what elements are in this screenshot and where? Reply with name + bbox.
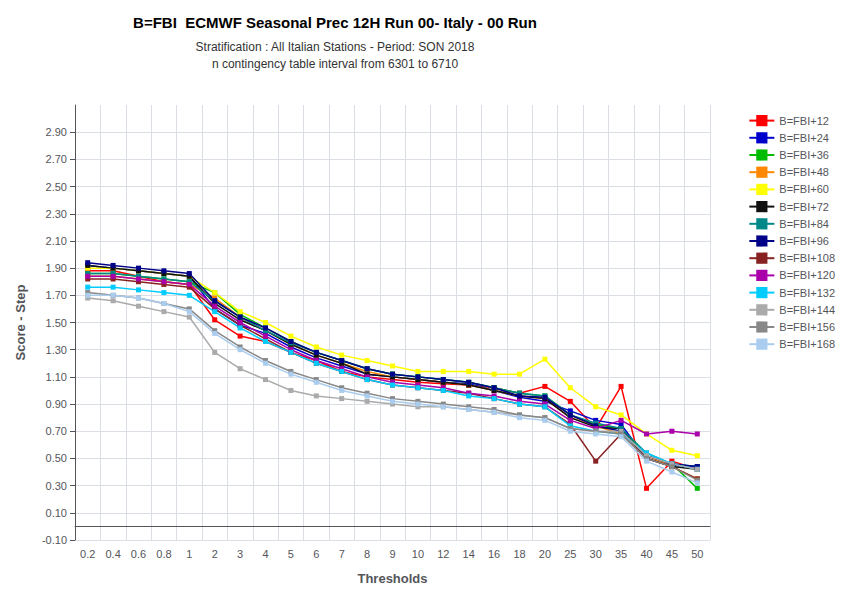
svg-text:0.2: 0.2 bbox=[80, 548, 95, 560]
svg-text:B=FBI+144: B=FBI+144 bbox=[779, 304, 835, 316]
svg-text:0.10: 0.10 bbox=[46, 507, 67, 519]
svg-text:16: 16 bbox=[488, 548, 500, 560]
svg-text:B=FBI+60: B=FBI+60 bbox=[779, 183, 829, 195]
svg-text:-0.10: -0.10 bbox=[42, 534, 67, 546]
svg-text:6: 6 bbox=[313, 548, 319, 560]
svg-text:40: 40 bbox=[640, 548, 652, 560]
svg-text:B=FBI+156: B=FBI+156 bbox=[779, 321, 835, 333]
svg-text:50: 50 bbox=[691, 548, 703, 560]
svg-text:18: 18 bbox=[513, 548, 525, 560]
svg-text:0.4: 0.4 bbox=[105, 548, 120, 560]
svg-text:20: 20 bbox=[539, 548, 551, 560]
svg-text:B=FBI+72: B=FBI+72 bbox=[779, 201, 829, 213]
svg-text:0.70: 0.70 bbox=[46, 425, 67, 437]
svg-text:1: 1 bbox=[186, 548, 192, 560]
svg-text:2.50: 2.50 bbox=[46, 181, 67, 193]
svg-text:1.90: 1.90 bbox=[46, 262, 67, 274]
svg-text:8: 8 bbox=[364, 548, 370, 560]
svg-text:2.30: 2.30 bbox=[46, 208, 67, 220]
svg-text:1.10: 1.10 bbox=[46, 371, 67, 383]
svg-text:Thresholds: Thresholds bbox=[357, 571, 427, 586]
svg-text:10: 10 bbox=[412, 548, 424, 560]
svg-text:B=FBI+48: B=FBI+48 bbox=[779, 166, 829, 178]
svg-text:n contingency table interval f: n contingency table interval from 6301 t… bbox=[212, 57, 458, 71]
svg-text:B=FBI+96: B=FBI+96 bbox=[779, 235, 829, 247]
svg-text:9: 9 bbox=[389, 548, 395, 560]
svg-text:1.30: 1.30 bbox=[46, 344, 67, 356]
svg-text:7: 7 bbox=[339, 548, 345, 560]
svg-text:14: 14 bbox=[463, 548, 475, 560]
svg-text:45: 45 bbox=[666, 548, 678, 560]
svg-text:B=FBI+132: B=FBI+132 bbox=[779, 287, 835, 299]
svg-text:0.6: 0.6 bbox=[131, 548, 146, 560]
svg-text:B=FBI ECMWF Seasonal Prec 12H: B=FBI ECMWF Seasonal Prec 12H Run 00- It… bbox=[133, 14, 537, 31]
svg-text:0.30: 0.30 bbox=[46, 480, 67, 492]
svg-text:2.10: 2.10 bbox=[46, 235, 67, 247]
svg-text:35: 35 bbox=[615, 548, 627, 560]
svg-text:B=FBI+84: B=FBI+84 bbox=[779, 218, 829, 230]
svg-text:2.90: 2.90 bbox=[46, 126, 67, 138]
svg-text:2.70: 2.70 bbox=[46, 153, 67, 165]
svg-text:B=FBI+24: B=FBI+24 bbox=[779, 132, 829, 144]
svg-text:25: 25 bbox=[564, 548, 576, 560]
svg-text:B=FBI+120: B=FBI+120 bbox=[779, 269, 835, 281]
svg-text:B=FBI+108: B=FBI+108 bbox=[779, 252, 835, 264]
svg-text:0.90: 0.90 bbox=[46, 398, 67, 410]
svg-text:Score - Step: Score - Step bbox=[13, 285, 28, 361]
svg-text:30: 30 bbox=[590, 548, 602, 560]
svg-text:2: 2 bbox=[212, 548, 218, 560]
svg-text:B=FBI+12: B=FBI+12 bbox=[779, 115, 829, 127]
svg-text:1.70: 1.70 bbox=[46, 289, 67, 301]
svg-text:5: 5 bbox=[288, 548, 294, 560]
svg-text:12: 12 bbox=[437, 548, 449, 560]
svg-text:Stratification : All Italian S: Stratification : All Italian Stations - … bbox=[196, 40, 475, 54]
svg-text:4: 4 bbox=[262, 548, 268, 560]
svg-text:0.8: 0.8 bbox=[156, 548, 171, 560]
svg-text:1.50: 1.50 bbox=[46, 317, 67, 329]
svg-text:3: 3 bbox=[237, 548, 243, 560]
svg-text:B=FBI+168: B=FBI+168 bbox=[779, 338, 835, 350]
svg-text:B=FBI+36: B=FBI+36 bbox=[779, 149, 829, 161]
svg-text:0.50: 0.50 bbox=[46, 452, 67, 464]
